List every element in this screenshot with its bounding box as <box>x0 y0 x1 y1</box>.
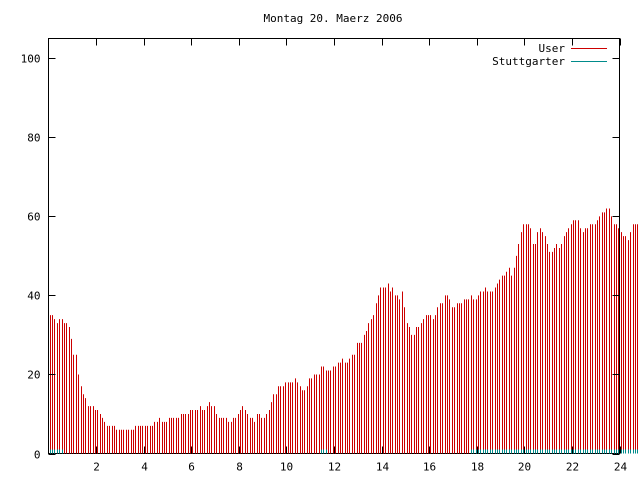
x-tick-label-24: 24 <box>614 461 628 474</box>
x-tick-label-14: 14 <box>376 461 390 474</box>
chart-title: Montag 20. Maerz 2006 <box>263 12 402 25</box>
y-tick-label-20: 20 <box>27 369 40 382</box>
y-tick-label-100: 100 <box>21 53 41 66</box>
x-tick-label-4: 4 <box>141 461 148 474</box>
series-user-bars <box>50 208 638 454</box>
x-tick-label-12: 12 <box>328 461 341 474</box>
x-tick-label-6: 6 <box>188 461 195 474</box>
x-tick-label-20: 20 <box>518 461 531 474</box>
legend-entry-user: User <box>539 42 607 55</box>
x-tick-label-22: 22 <box>566 461 579 474</box>
x-tick-label-18: 18 <box>471 461 484 474</box>
legend: User Stuttgarter <box>492 42 607 68</box>
x-tick-label-10: 10 <box>280 461 293 474</box>
x-tick-label-8: 8 <box>236 461 243 474</box>
x-tick-label-16: 16 <box>423 461 436 474</box>
legend-entry-stuttgarter: Stuttgarter <box>492 55 607 68</box>
x-tick-label-2: 2 <box>93 461 100 474</box>
y-tick-label-0: 0 <box>34 449 41 462</box>
legend-label-stuttgarter: Stuttgarter <box>492 55 565 68</box>
y-axis: 0 20 40 60 80 100 <box>21 53 620 462</box>
y-tick-label-60: 60 <box>27 211 40 224</box>
series-stuttgarter-bars <box>50 449 638 454</box>
x-axis: 2 4 6 8 10 12 14 16 18 20 22 24 <box>93 38 628 474</box>
y-tick-label-80: 80 <box>27 132 40 145</box>
y-tick-label-40: 40 <box>27 290 40 303</box>
legend-label-user: User <box>539 42 566 55</box>
